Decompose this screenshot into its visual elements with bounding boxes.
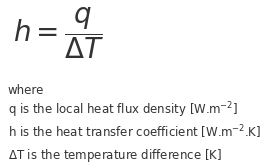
Text: h is the heat transfer coefficient [W.m$^{-2}$.K]: h is the heat transfer coefficient [W.m$… <box>8 124 261 141</box>
Text: q is the local heat flux density [W.m$^{-2}$]: q is the local heat flux density [W.m$^{… <box>8 100 238 120</box>
Text: $\Delta$T is the temperature difference [K]: $\Delta$T is the temperature difference … <box>8 147 222 164</box>
Text: $h = \dfrac{q}{\Delta T}$: $h = \dfrac{q}{\Delta T}$ <box>13 5 105 61</box>
Text: where: where <box>8 84 44 97</box>
